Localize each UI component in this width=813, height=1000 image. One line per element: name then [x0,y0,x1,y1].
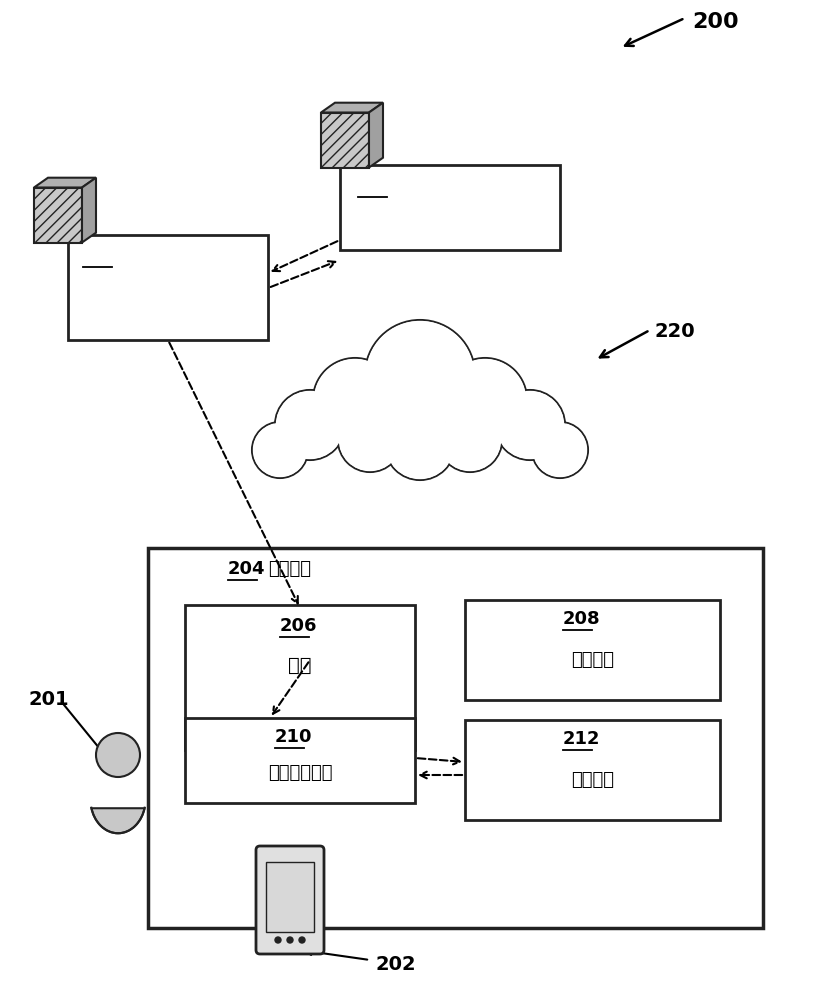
Text: 本地存储: 本地存储 [571,651,614,669]
Circle shape [385,410,455,480]
Polygon shape [82,178,96,242]
Circle shape [299,937,305,943]
Text: 200: 200 [692,12,739,32]
Circle shape [495,390,565,460]
Circle shape [445,360,525,440]
Circle shape [443,358,527,442]
Text: 208: 208 [563,610,600,628]
Text: 云存储: 云存储 [415,177,447,195]
Text: 应用: 应用 [289,656,311,674]
Polygon shape [34,178,96,188]
Circle shape [287,937,293,943]
Text: 210: 210 [275,728,312,746]
Text: 212: 212 [563,730,600,748]
Text: 206: 206 [280,617,318,635]
Circle shape [365,320,475,430]
Text: 216: 216 [83,247,120,265]
Polygon shape [34,188,82,242]
Text: 文件建议模块: 文件建议模块 [267,764,333,782]
FancyBboxPatch shape [256,846,324,954]
Circle shape [386,412,454,479]
Circle shape [497,391,563,458]
FancyBboxPatch shape [148,548,763,928]
Circle shape [338,408,402,472]
FancyBboxPatch shape [185,605,415,750]
Circle shape [533,424,586,477]
FancyBboxPatch shape [465,600,720,700]
Circle shape [438,408,502,472]
FancyBboxPatch shape [185,718,415,803]
FancyBboxPatch shape [266,862,314,932]
Polygon shape [321,103,383,112]
Polygon shape [369,103,383,167]
Circle shape [313,358,397,442]
Text: 201: 201 [28,690,68,709]
Circle shape [367,322,473,428]
FancyBboxPatch shape [68,235,268,340]
Circle shape [532,422,588,478]
Text: 202: 202 [375,955,415,974]
Circle shape [252,422,308,478]
Text: 204: 204 [228,560,266,578]
Polygon shape [91,808,145,833]
Circle shape [96,733,140,777]
Text: 搜索引擎: 搜索引擎 [571,771,614,789]
Text: 操作系统: 操作系统 [268,560,311,578]
Circle shape [275,390,345,460]
Circle shape [275,937,281,943]
Text: 220: 220 [655,322,696,341]
FancyBboxPatch shape [465,720,720,820]
Circle shape [315,360,395,440]
Text: 218: 218 [358,177,396,195]
Polygon shape [321,112,369,167]
FancyBboxPatch shape [340,165,560,250]
Circle shape [340,410,401,471]
Circle shape [440,410,501,471]
Text: 云搜索引擎: 云搜索引擎 [88,281,141,299]
Circle shape [276,391,344,458]
Circle shape [254,424,307,477]
